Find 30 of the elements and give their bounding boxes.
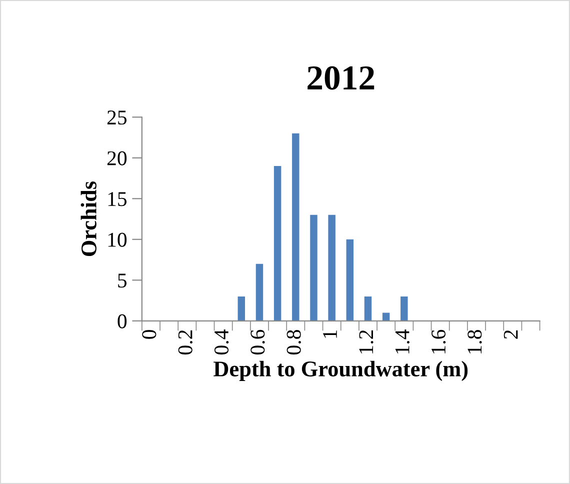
x-tick-label: 0.6 (250, 330, 265, 354)
bar (400, 296, 408, 321)
y-tick-label: 5 (118, 274, 127, 288)
bar (274, 166, 282, 321)
y-tick-label: 15 (108, 192, 127, 206)
bar (328, 214, 336, 321)
x-tick-label: 2 (504, 330, 518, 339)
x-tick-label: 0.2 (178, 330, 192, 354)
bar (292, 133, 300, 321)
bar (238, 296, 246, 321)
x-tick-label: 1.2 (359, 330, 374, 354)
x-tick-label: 0 (142, 330, 156, 339)
chart-title: 2012 (308, 66, 374, 90)
bar (382, 312, 390, 321)
x-tick-label: 0.4 (214, 330, 229, 354)
bar (256, 264, 264, 321)
x-tick-label: 1 (323, 330, 337, 338)
x-tick-label: 1.6 (432, 330, 446, 354)
y-tick-label: 0 (118, 314, 127, 328)
y-tick-label: 25 (107, 110, 127, 125)
x-tick-label: 1.8 (468, 330, 482, 354)
x-tick-label: 1.4 (395, 330, 410, 354)
bar (364, 296, 372, 321)
x-tick-label: 0.8 (286, 330, 301, 354)
bar (310, 214, 318, 321)
x-axis-title: Depth to Groundwater (m) (214, 360, 468, 381)
y-tick-label: 20 (107, 151, 127, 166)
bar (346, 239, 354, 321)
y-tick-label: 10 (108, 232, 127, 247)
y-axis-title: Orchids (80, 181, 96, 256)
